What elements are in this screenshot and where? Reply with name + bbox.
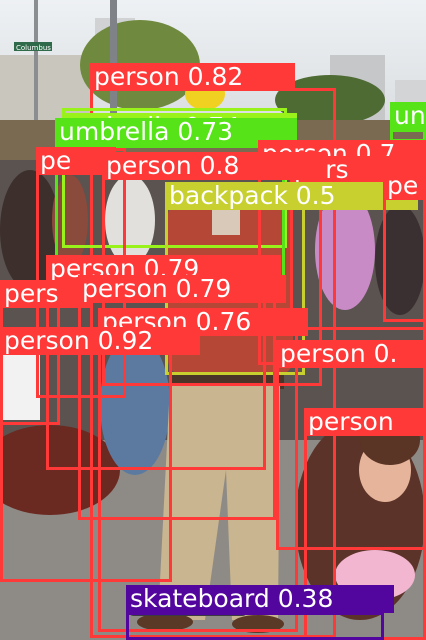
detection-box — [126, 612, 384, 640]
detection-label: person 0.92 — [0, 327, 200, 355]
detection-label: person 0.82 — [90, 63, 295, 91]
detection-label: pers — [0, 280, 90, 308]
detection-label: skateboard 0.38 — [126, 585, 394, 613]
detection-label: backpack 0.5 — [165, 182, 418, 210]
detection-label: pe — [383, 172, 426, 200]
detection-label: un — [390, 102, 426, 132]
detection-label: person 0. — [276, 340, 426, 368]
street-sign-text: Columbus — [16, 44, 51, 52]
detection-label: person — [304, 408, 426, 436]
detection-label: umbrella 0.73 — [55, 118, 297, 148]
detection-box — [0, 352, 172, 582]
detection-label: person 0.8 — [102, 152, 327, 180]
detection-label: person 0.79 — [78, 275, 286, 303]
